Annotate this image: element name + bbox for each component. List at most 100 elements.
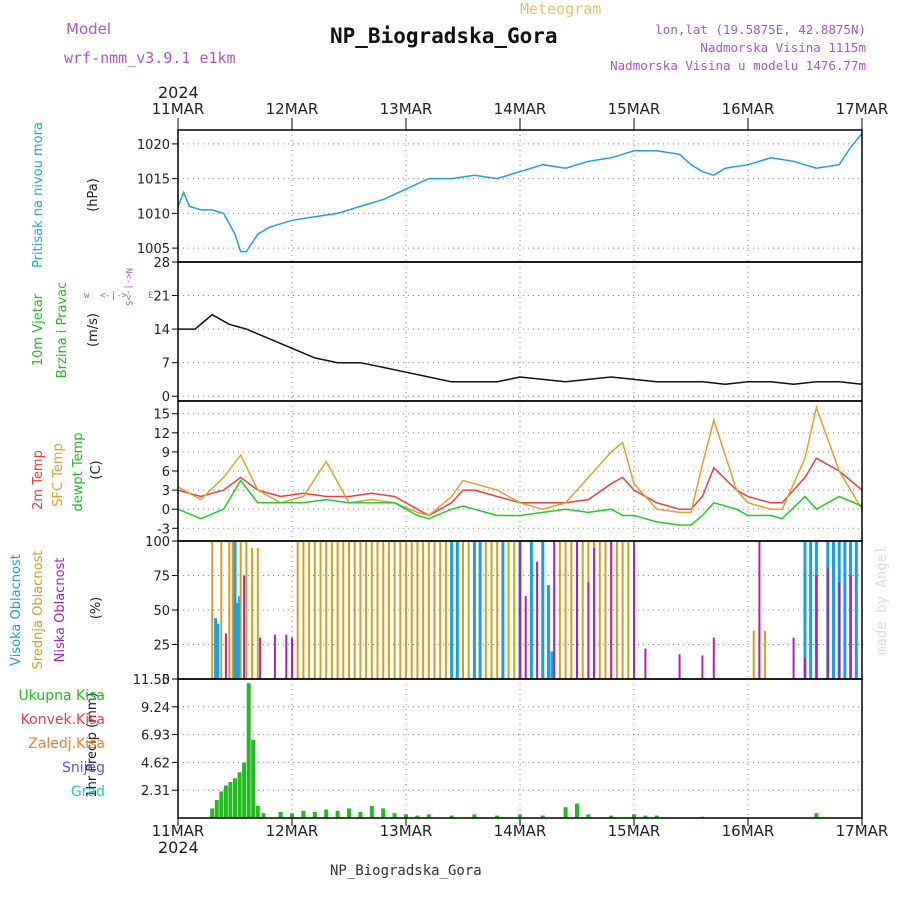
cloud-bar bbox=[513, 541, 516, 679]
cloud-bar bbox=[849, 575, 852, 679]
precip-legend: Ukupna Kisa Konvek.Kisa Zaledj.Kisa Snijeg G… bbox=[18, 688, 105, 800]
precip-bar bbox=[233, 778, 237, 818]
temp-ytick-label: -3 bbox=[157, 522, 170, 537]
cloud-bar bbox=[826, 568, 829, 679]
precip-bar bbox=[312, 812, 317, 818]
precip-bar bbox=[563, 807, 568, 818]
svg-text:w: w bbox=[84, 291, 90, 301]
year-bottom: 2024 bbox=[158, 838, 199, 857]
cloud-bar bbox=[472, 541, 476, 679]
precip-bar bbox=[404, 814, 408, 818]
cloud-bar bbox=[678, 654, 681, 679]
precip-bar bbox=[335, 810, 340, 818]
cloud-bar bbox=[764, 630, 767, 679]
precip-bar bbox=[278, 812, 283, 818]
cloud-bar bbox=[410, 541, 413, 679]
temp-ylabel-2m: 2m Temp bbox=[31, 450, 46, 510]
cloud-bar bbox=[815, 575, 818, 679]
wind-ylabel-b: Brzina i Pravac bbox=[55, 282, 70, 379]
precip-bar bbox=[358, 812, 363, 818]
precip-bar bbox=[242, 762, 247, 818]
x-tick-label-top: 15MAR bbox=[608, 100, 661, 118]
cloud-bar bbox=[627, 541, 630, 679]
cloud-bar bbox=[336, 541, 339, 679]
wind-ytick-label: 21 bbox=[153, 290, 170, 305]
cloud-bar bbox=[598, 541, 601, 679]
cloud-bar bbox=[439, 541, 442, 679]
wind-ytick-label: 14 bbox=[153, 323, 170, 338]
cloud-bar bbox=[433, 541, 436, 679]
cloud-bar bbox=[576, 541, 578, 679]
precip-bar bbox=[223, 785, 228, 818]
precip-legend-item: Grad bbox=[71, 784, 105, 800]
temp-ylabel-dewpt: dewpt Temp bbox=[71, 432, 86, 511]
cloud-bar bbox=[235, 603, 239, 679]
x-tick-label-bottom: 14MAR bbox=[494, 822, 547, 840]
lonlat-label: lon,lat (19.5875E, 42.8875N) bbox=[655, 22, 866, 37]
precip-bar bbox=[255, 806, 260, 818]
temp-ytick-label: 0 bbox=[162, 503, 170, 518]
precip-bar bbox=[381, 808, 386, 818]
precip-bar bbox=[290, 813, 294, 818]
pressure-ytick-label: 1020 bbox=[137, 138, 170, 153]
cloud-bar bbox=[243, 575, 246, 679]
cloud-bar bbox=[570, 541, 573, 679]
cloud-bar bbox=[285, 634, 288, 679]
cloud-bar bbox=[610, 541, 613, 679]
wind-unit: (m/s) bbox=[86, 313, 101, 347]
pressure-ylabel: Pritisak na nivou mora bbox=[31, 122, 46, 268]
svg-text:N<-|->S: N<-|->S bbox=[123, 268, 133, 306]
precip-bar bbox=[347, 808, 351, 818]
cloud-bar bbox=[216, 623, 220, 679]
cloud-ytick-label: 25 bbox=[153, 639, 170, 654]
temp-ytick-label: 3 bbox=[162, 484, 170, 499]
precip-bar bbox=[214, 799, 219, 818]
cloud-bar bbox=[251, 547, 254, 679]
precip-bar bbox=[540, 815, 545, 818]
cloud-bar bbox=[536, 561, 539, 679]
cloud-bar bbox=[519, 541, 521, 679]
precip-ytick-label: 2.31 bbox=[141, 784, 170, 799]
cloud-bar bbox=[758, 541, 761, 679]
cloud-bar bbox=[444, 541, 447, 679]
cloud-ylabel-low: Niska Oblacnost bbox=[53, 558, 68, 663]
cloud-bar bbox=[308, 541, 311, 679]
cloud-bar bbox=[239, 541, 242, 679]
cloud-bar bbox=[365, 541, 368, 679]
x-tick-label-bottom: 13MAR bbox=[380, 822, 433, 840]
precip-ytick-label: 9.24 bbox=[141, 701, 170, 716]
cloud-bar bbox=[231, 541, 234, 679]
precip-legend-item: Konvek.Kisa bbox=[21, 712, 105, 728]
cloud-bar bbox=[809, 541, 813, 679]
x-tick-label-bottom: 15MAR bbox=[608, 822, 661, 840]
wind-ylabel-a: 10m Vjetar bbox=[31, 293, 46, 366]
x-tick-label-bottom: 16MAR bbox=[722, 822, 775, 840]
cloud-bar bbox=[490, 541, 493, 679]
cloud-bar bbox=[259, 637, 262, 679]
cloud-bar bbox=[455, 541, 459, 679]
cloud-bar bbox=[644, 648, 647, 679]
cloud-bar bbox=[220, 541, 223, 679]
cloud-bar bbox=[529, 541, 533, 679]
cloud-bar bbox=[854, 541, 858, 679]
cloud-bar bbox=[467, 541, 470, 679]
cloud-bar bbox=[524, 596, 527, 679]
x-tick-label-top: 11MAR bbox=[152, 100, 205, 118]
pressure-panel: 1005 1010 1015 1020 bbox=[137, 129, 863, 263]
cloud-bar bbox=[553, 541, 556, 679]
precip-bar bbox=[237, 772, 242, 818]
precip-bar bbox=[586, 814, 591, 818]
cloud-bar bbox=[348, 541, 350, 679]
precip-ytick-label: 11.55 bbox=[133, 673, 170, 688]
cloud-bar bbox=[302, 541, 305, 679]
cloud-bar bbox=[752, 630, 755, 679]
wind-ytick-label: 7 bbox=[162, 357, 170, 372]
svg-text:E: E bbox=[148, 291, 153, 301]
precip-panel: 2.31 4.62 6.93 9.24 11.55 bbox=[133, 673, 863, 819]
year-top: 2024 bbox=[158, 83, 199, 102]
cloud-bar bbox=[399, 541, 402, 679]
precip-legend-item: Zaledj.Kisa bbox=[28, 736, 105, 752]
precip-bar bbox=[246, 683, 251, 818]
cloud-bar bbox=[382, 541, 385, 679]
